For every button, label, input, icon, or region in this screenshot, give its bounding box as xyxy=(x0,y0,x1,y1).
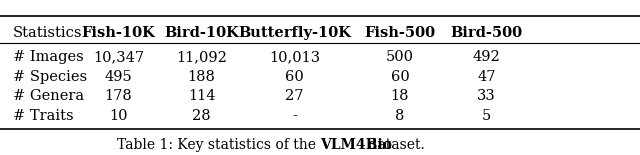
Text: 60: 60 xyxy=(390,70,410,84)
Text: 47: 47 xyxy=(477,70,495,84)
Text: VLM4Bio: VLM4Bio xyxy=(320,138,392,152)
Text: 178: 178 xyxy=(104,89,132,103)
Text: 60: 60 xyxy=(285,70,304,84)
Text: 495: 495 xyxy=(104,70,132,84)
Text: 28: 28 xyxy=(192,109,211,123)
Text: Table 1: Key statistics of the: Table 1: Key statistics of the xyxy=(116,138,320,152)
Text: Bird-10K: Bird-10K xyxy=(164,26,239,40)
Text: 10,347: 10,347 xyxy=(93,50,144,64)
Text: 5: 5 xyxy=(482,109,491,123)
Text: -: - xyxy=(292,109,297,123)
Text: 500: 500 xyxy=(386,50,414,64)
Text: dataset.: dataset. xyxy=(364,138,424,152)
Text: 8: 8 xyxy=(396,109,404,123)
Text: # Images: # Images xyxy=(13,50,84,64)
Text: # Genera: # Genera xyxy=(13,89,84,103)
Text: 114: 114 xyxy=(188,89,215,103)
Text: # Traits: # Traits xyxy=(13,109,74,123)
Text: 10: 10 xyxy=(109,109,127,123)
Text: Fish-500: Fish-500 xyxy=(364,26,436,40)
Text: Bird-500: Bird-500 xyxy=(451,26,522,40)
Text: 18: 18 xyxy=(391,89,409,103)
Text: Fish-10K: Fish-10K xyxy=(81,26,156,40)
Text: 33: 33 xyxy=(477,89,496,103)
Text: 10,013: 10,013 xyxy=(269,50,320,64)
Text: # Species: # Species xyxy=(13,70,87,84)
Text: 27: 27 xyxy=(285,89,303,103)
Text: Butterfly-10K: Butterfly-10K xyxy=(238,26,351,40)
Text: Statistics: Statistics xyxy=(13,26,83,40)
Text: 11,092: 11,092 xyxy=(176,50,227,64)
Text: 188: 188 xyxy=(188,70,216,84)
Text: 492: 492 xyxy=(472,50,500,64)
